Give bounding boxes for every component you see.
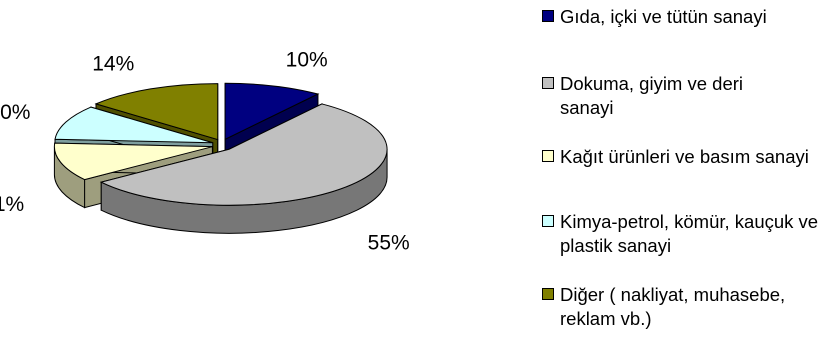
- pie-value-label-dokuma: 55%: [368, 232, 410, 255]
- legend-item-gida: Gıda, içki ve tütün sanayi: [542, 5, 835, 29]
- legend-swatch-kagit: [542, 150, 554, 162]
- pie-value-labels: 10% 55% 11% 10% 14%: [0, 48, 410, 254]
- pie-value-label-diger: 14%: [92, 53, 134, 76]
- pie-slice-kimya: [54, 106, 213, 144]
- legend-swatch-dokuma: [542, 77, 554, 89]
- pie-slice-diger: [94, 83, 219, 141]
- pie-value-label-gida: 10%: [286, 48, 328, 71]
- legend-label-gida: Gıda, içki ve tütün sanayi: [560, 6, 767, 27]
- legend-label-dokuma: Dokuma, giyim ve deri sanayi: [560, 73, 744, 118]
- pie-value-label-kimya: 10%: [0, 101, 30, 124]
- legend-item-dokuma: Dokuma, giyim ve deri sanayi: [542, 72, 835, 120]
- legend-label-kagit: Kağıt ürünleri ve basım sanayi: [560, 146, 809, 167]
- legend-label-kimya: Kimya-petrol, kömür, kauçuk ve plastik s…: [560, 211, 819, 256]
- pie-value-label-kagit: 11%: [0, 193, 24, 216]
- pie-slice-gida: [224, 82, 320, 141]
- legend-swatch-diger: [542, 288, 554, 300]
- legend-item-diger: Diğer ( nakliyat, muhasebe, reklam vb.): [542, 283, 835, 331]
- pie-slice-tops: [53, 82, 388, 206]
- legend-swatch-kimya: [542, 215, 554, 227]
- pie-slice-dokuma: [99, 103, 388, 206]
- legend-label-diger: Diğer ( nakliyat, muhasebe, reklam vb.): [560, 284, 786, 329]
- pie-slice-kagit: [53, 142, 213, 181]
- legend-swatch-gida: [542, 10, 554, 22]
- legend-item-kimya: Kimya-petrol, kömür, kauçuk ve plastik s…: [542, 210, 835, 258]
- legend-item-kagit: Kağıt ürünleri ve basım sanayi: [542, 145, 835, 169]
